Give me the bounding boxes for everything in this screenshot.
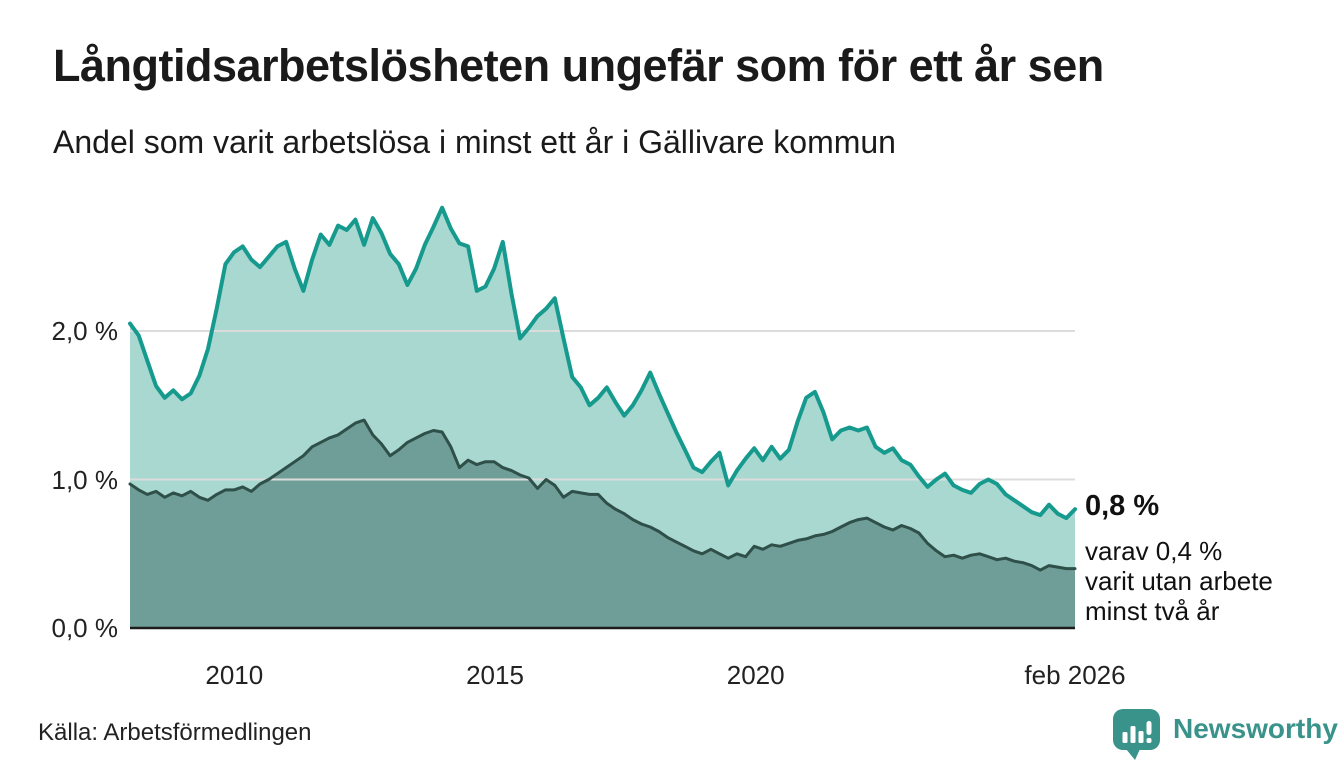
- x-tick-label-2015: 2015: [466, 660, 524, 690]
- x-tick-label-2020: 2020: [726, 660, 785, 690]
- x-tick-label-feb-2026: feb 2026: [1024, 660, 1126, 690]
- chart-title: Långtidsarbetslösheten ungefär som för e…: [53, 40, 1104, 91]
- x-tick-label-2010: 2010: [205, 660, 264, 690]
- latest-value-annotation: 0,8 % varav 0,4 % varit utan arbete mins…: [1085, 490, 1335, 626]
- series-area-minst-tva-ar: [130, 420, 1075, 628]
- series-line-minst-tva-ar: [128, 418, 1077, 572]
- logo-exclamation-bar: [1146, 721, 1152, 735]
- y-tick-label-1: 1,0 %: [51, 464, 119, 495]
- series-line-minst-ett-ar: [128, 205, 1077, 521]
- logo-bar-2: [1130, 726, 1136, 743]
- brand-name: Newsworthy: [1173, 713, 1338, 744]
- source-label: Källa: Arbetsförmedlingen: [38, 719, 312, 746]
- y-tick-label-2: 2,0 %: [51, 316, 119, 346]
- logo-bubble-tail: [1126, 749, 1140, 760]
- logo-bubble: [1113, 709, 1160, 750]
- annotation-detail-line: varit utan arbete: [1085, 566, 1273, 597]
- annotation-detail-line: varav 0,4 %: [1085, 536, 1223, 567]
- newsworthy-icon: [1113, 709, 1160, 760]
- logo-bar-1: [1122, 732, 1128, 743]
- logo-exclamation-dot: [1146, 738, 1152, 743]
- logo-bar-3: [1138, 731, 1144, 743]
- annotation-detail-line: minst två år: [1085, 596, 1220, 627]
- chart-subtitle: Andel som varit arbetslösa i minst ett å…: [53, 124, 896, 160]
- newsworthy-logo[interactable]: Newsworthy: [1112, 707, 1338, 761]
- y-tick-label-0: 0,0 %: [51, 613, 119, 643]
- latest-value: 0,8 %: [1085, 490, 1160, 523]
